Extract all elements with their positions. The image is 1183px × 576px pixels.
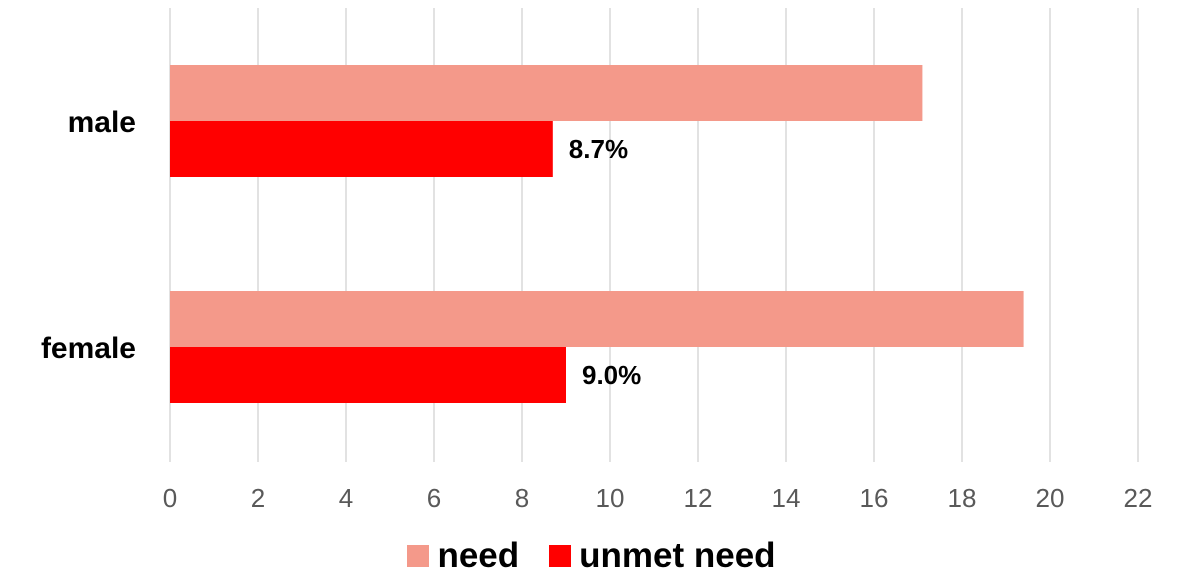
x-tick-label: 12 xyxy=(684,483,713,513)
y-axis-categories: male female xyxy=(41,106,136,365)
legend: need unmet need xyxy=(0,536,1183,576)
x-tick-label: 18 xyxy=(948,483,977,513)
bar-female-unmet-need xyxy=(170,347,566,403)
data-labels: 8.7% 9.0% xyxy=(569,134,641,390)
x-tick-label: 20 xyxy=(1036,483,1065,513)
x-tick-label: 2 xyxy=(251,483,265,513)
legend-item-unmet-need: unmet need xyxy=(549,536,776,576)
x-tick-label: 22 xyxy=(1124,483,1153,513)
x-tick-label: 0 xyxy=(163,483,177,513)
legend-swatch-need xyxy=(407,545,430,567)
category-label-male: male xyxy=(68,106,136,139)
x-tick-label: 6 xyxy=(427,483,441,513)
x-tick-label: 8 xyxy=(515,483,529,513)
x-tick-label: 4 xyxy=(339,483,353,513)
bar-male-unmet-need xyxy=(170,121,553,177)
legend-item-need: need xyxy=(407,536,519,576)
legend-swatch-unmet-need xyxy=(549,545,572,567)
x-tick-label: 16 xyxy=(860,483,889,513)
bar-female-need xyxy=(170,291,1024,347)
legend-label-need: need xyxy=(437,536,520,575)
x-tick-label: 10 xyxy=(596,483,625,513)
bar-male-need xyxy=(170,65,923,121)
category-label-female: female xyxy=(41,332,136,365)
x-axis-ticks: 0 2 4 6 8 10 12 14 16 18 20 22 xyxy=(163,483,1153,513)
legend-label-unmet-need: unmet need xyxy=(579,536,776,575)
bars xyxy=(170,65,1024,403)
bar-chart: 0 2 4 6 8 10 12 14 16 18 20 22 male female 8.7% 9.0% xyxy=(41,8,1153,513)
x-tick-label: 14 xyxy=(772,483,801,513)
data-label-female: 9.0% xyxy=(582,360,641,390)
data-label-male: 8.7% xyxy=(569,134,628,164)
